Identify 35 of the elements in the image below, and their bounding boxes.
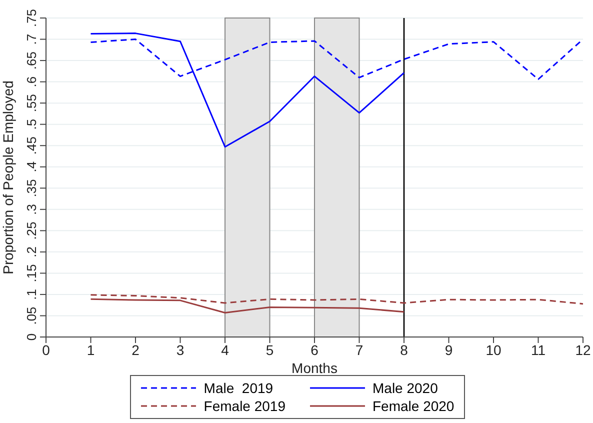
y-tick-label: .75 (24, 8, 39, 28)
x-tick-label: 5 (266, 342, 274, 358)
x-tick-label: 11 (530, 342, 546, 358)
x-tick-label: 7 (355, 342, 364, 358)
y-tick-label: .35 (24, 179, 39, 198)
y-tick-label: .05 (24, 306, 39, 325)
x-tick-label: 3 (176, 342, 184, 358)
x-tick-label: 10 (486, 342, 502, 358)
y-tick-label: .45 (24, 136, 39, 155)
x-tick-label: 1 (86, 342, 95, 358)
legend-label: Male 2020 (372, 380, 438, 396)
x-tick-label: 8 (400, 342, 408, 358)
x-tick-label: 6 (310, 342, 319, 358)
y-tick-label: .2 (24, 246, 39, 258)
legend-label: Female 2020 (372, 398, 454, 414)
x-tick-label: 0 (42, 342, 50, 358)
y-tick-label: .1 (24, 289, 39, 300)
legend-label: Male 2019 (204, 380, 274, 396)
y-tick-label: .3 (24, 204, 39, 215)
x-tick-label: 12 (575, 342, 591, 358)
x-tick-label: 2 (132, 342, 140, 358)
x-tick-label: 4 (221, 342, 230, 358)
y-tick-label: .7 (24, 34, 39, 45)
y-tick-label: .6 (24, 76, 39, 88)
x-axis-title: Months (292, 360, 338, 376)
y-tick-label: .25 (24, 222, 39, 240)
legend-label: Female 2019 (204, 398, 286, 414)
x-tick-label: 9 (444, 342, 453, 358)
y-axis-title: Proportion of People Employed (0, 80, 16, 274)
y-tick-label: .15 (24, 264, 39, 282)
y-tick-label: .5 (24, 118, 39, 130)
y-tick-label: 0 (24, 333, 39, 341)
y-tick-label: .4 (24, 161, 39, 172)
y-tick-label: .65 (24, 51, 39, 70)
y-tick-label: .55 (24, 94, 39, 112)
